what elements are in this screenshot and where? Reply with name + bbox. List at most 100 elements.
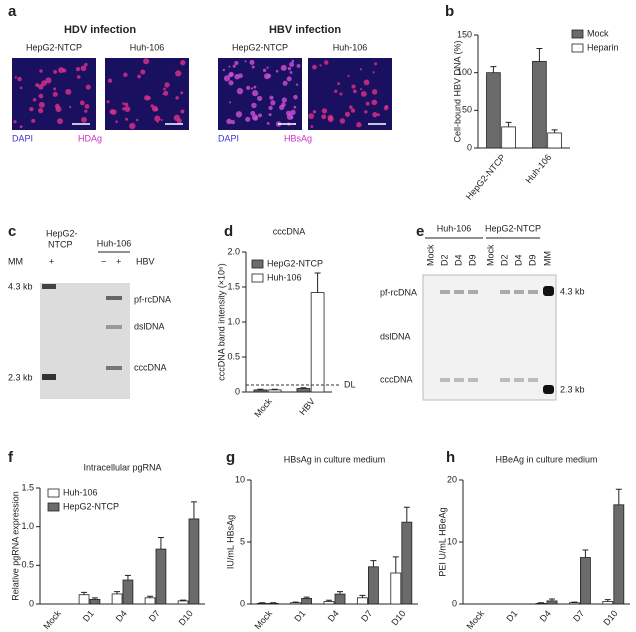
- legend-label: Huh-106: [63, 487, 98, 497]
- stain-dot: [65, 88, 72, 95]
- stain-label: HDAg: [78, 133, 102, 143]
- stain-dot: [356, 122, 362, 128]
- y-tick-label: 2.0: [227, 246, 240, 256]
- stain-dot: [162, 92, 165, 95]
- x-tick-label: D10: [389, 608, 407, 627]
- stain-dot: [154, 115, 161, 122]
- error-bar: [370, 560, 377, 567]
- y-tick-label: 0: [29, 598, 34, 608]
- error-bar: [91, 597, 98, 600]
- blot-c: [40, 251, 130, 399]
- stain-dot: [228, 72, 233, 78]
- panel-label: b: [445, 3, 454, 20]
- error-bar: [314, 272, 321, 293]
- stain-dot: [235, 111, 243, 118]
- x-tick-label: HBV: [297, 396, 317, 417]
- stain-dot: [55, 106, 62, 113]
- bar: [580, 557, 591, 605]
- legend-swatch: [571, 29, 584, 39]
- stain-dot: [312, 109, 317, 114]
- x-tick-label: D4: [326, 608, 341, 623]
- stain-dot: [295, 83, 299, 86]
- stain-dot: [35, 83, 40, 87]
- band: [106, 296, 122, 300]
- lane-label: D2: [439, 254, 449, 266]
- stain-dot: [266, 66, 269, 69]
- stain-dot: [250, 110, 256, 116]
- chart-title: HBsAg in culture medium: [284, 454, 386, 464]
- marker-label: 4.3 kb: [560, 286, 585, 296]
- stain-dot: [321, 114, 327, 120]
- stain-dot: [19, 86, 23, 90]
- stain-dot: [122, 102, 125, 105]
- bar: [267, 389, 282, 393]
- stain-dot: [244, 60, 247, 63]
- stain-dot: [252, 90, 259, 97]
- stain-dot: [374, 62, 378, 66]
- error-bar: [490, 66, 497, 73]
- stain-dot: [38, 107, 44, 114]
- x-tick-label: D7: [359, 608, 374, 623]
- bar: [89, 598, 101, 605]
- bar: [301, 598, 313, 605]
- error-bar: [270, 602, 277, 604]
- stain-dot: [115, 120, 118, 123]
- y-tick-label: 10: [235, 474, 245, 484]
- stain-dot: [351, 84, 356, 89]
- band-label: dslDNA: [134, 321, 165, 331]
- legend-swatch: [47, 488, 60, 498]
- panel-label: c: [8, 223, 16, 240]
- band-label: cccDNA: [134, 362, 167, 372]
- x-tick-label: Huh-106: [523, 152, 553, 185]
- error-bar: [325, 599, 332, 602]
- bar: [188, 518, 200, 605]
- stain-dot: [287, 66, 292, 71]
- error-bar: [271, 388, 278, 390]
- chart-title: HBeAg in culture medium: [495, 454, 597, 464]
- stain-label: DAPI: [12, 133, 33, 143]
- stain-dot: [19, 125, 23, 129]
- y-axis-label: IU/mL HBsAg: [225, 515, 235, 569]
- band: [454, 378, 464, 382]
- stain-dot: [363, 79, 370, 86]
- bar: [501, 126, 516, 149]
- stain-dot: [257, 95, 263, 102]
- stain-dot: [69, 105, 72, 109]
- lane-label: HBV: [136, 256, 155, 266]
- y-axis-label: Cell-bound HBV DNA (%): [452, 40, 462, 142]
- stain-dot: [262, 68, 267, 73]
- stain-dot: [17, 76, 22, 82]
- legend-label: HepG2-NTCP: [63, 501, 119, 511]
- stain-dot: [53, 70, 58, 74]
- stain-dot: [45, 77, 52, 84]
- stain-dot: [58, 67, 65, 74]
- stain-dot: [327, 116, 334, 123]
- y-tick-label: 0.5: [21, 560, 34, 570]
- error-bar: [259, 602, 266, 604]
- y-tick-label: 1.5: [227, 281, 240, 291]
- x-tick-label: HepG2-NTCP: [464, 152, 508, 201]
- bar: [144, 597, 156, 605]
- stain-dot: [111, 109, 117, 115]
- stain-dot: [270, 100, 276, 106]
- bar: [122, 579, 134, 605]
- error-bar: [303, 596, 310, 599]
- error-bar: [292, 601, 299, 603]
- error-bar: [114, 591, 121, 594]
- bar: [253, 389, 268, 393]
- stain-dot: [163, 87, 167, 91]
- x-tick-label: Mock: [465, 608, 487, 631]
- x-tick-label: Mock: [253, 608, 275, 631]
- stain-dot: [334, 89, 338, 93]
- stain-dot: [339, 92, 343, 96]
- band: [468, 378, 478, 382]
- stain-dot: [135, 118, 139, 122]
- stain-dot: [286, 76, 292, 82]
- stain-dot: [348, 105, 353, 110]
- lane-label: −: [101, 256, 106, 266]
- stain-dot: [228, 65, 231, 68]
- stain-dot: [180, 59, 186, 66]
- stain-dot: [268, 113, 272, 117]
- bar: [267, 602, 279, 605]
- band-label: cccDNA: [380, 374, 413, 384]
